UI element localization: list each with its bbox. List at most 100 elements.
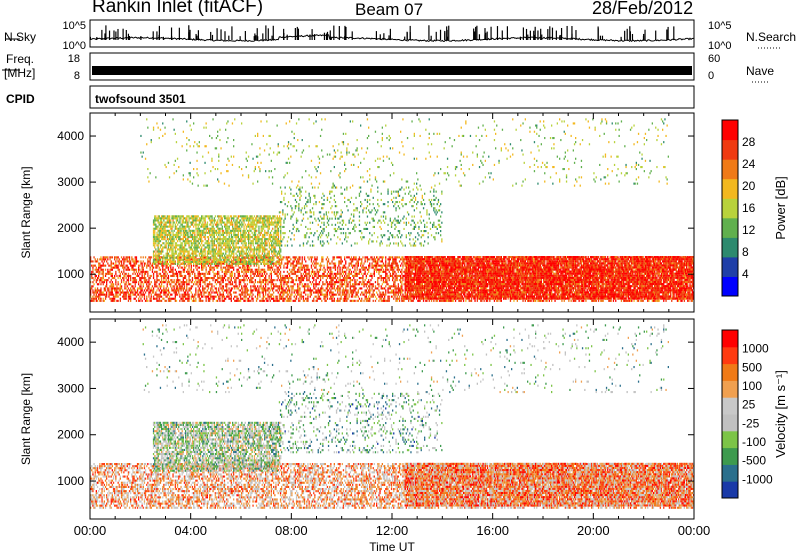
power-panel-cell bbox=[200, 294, 201, 296]
power-panel-cell bbox=[244, 267, 245, 269]
power-panel-cell bbox=[368, 271, 369, 273]
power-panel-cell bbox=[209, 271, 210, 273]
power-panel-cell bbox=[343, 294, 344, 296]
power-panel-cell bbox=[294, 292, 295, 294]
power-panel-cell bbox=[227, 289, 228, 291]
power-panel-cell bbox=[111, 279, 112, 281]
power-panel-cell bbox=[187, 294, 188, 296]
power-panel-cell bbox=[214, 267, 215, 269]
power-panel-cell bbox=[96, 298, 97, 300]
power-panel-cell bbox=[267, 294, 268, 296]
power-panel-cell bbox=[331, 281, 332, 283]
power-panel-cell bbox=[294, 265, 295, 267]
power-panel-cell bbox=[98, 267, 99, 269]
power-panel-cell bbox=[357, 265, 358, 267]
power-panel-cell bbox=[327, 256, 328, 258]
power-panel-cell bbox=[252, 271, 253, 273]
power-panel-cell bbox=[247, 269, 248, 271]
power-panel-cell bbox=[106, 260, 107, 262]
power-panel-cell bbox=[160, 294, 161, 296]
power-panel-cell bbox=[138, 298, 139, 300]
power-panel-cell bbox=[244, 298, 245, 300]
power-panel-cell bbox=[167, 281, 168, 283]
power-panel-cell bbox=[97, 260, 98, 262]
power-panel-cell bbox=[156, 279, 157, 281]
power-panel-cell bbox=[289, 256, 290, 258]
power-panel-cell bbox=[289, 287, 290, 289]
power-panel-cell bbox=[351, 285, 352, 287]
power-panel-cell bbox=[252, 281, 253, 283]
power-panel-cell bbox=[360, 269, 361, 271]
power-panel-cell bbox=[139, 296, 140, 298]
power-panel-cell bbox=[318, 294, 319, 296]
power-panel-cell bbox=[314, 287, 315, 289]
power-panel-cell bbox=[255, 279, 256, 281]
power-panel-cell bbox=[104, 289, 105, 291]
power-panel-cell bbox=[218, 296, 219, 298]
power-panel-cell bbox=[346, 283, 347, 285]
power-panel-cell bbox=[96, 281, 97, 283]
power-panel-cell bbox=[226, 269, 227, 271]
power-panel-cell bbox=[120, 298, 121, 300]
power-panel-cell bbox=[366, 296, 367, 298]
power-panel-cell bbox=[107, 269, 108, 271]
power-panel-cell bbox=[150, 277, 151, 279]
power-panel-cell bbox=[124, 275, 125, 277]
power-panel-cell bbox=[210, 277, 211, 279]
power-panel-cell bbox=[111, 260, 112, 262]
power-panel-cell bbox=[153, 292, 154, 294]
power-panel-cell bbox=[281, 289, 282, 291]
power-panel-cell bbox=[168, 289, 169, 291]
power-panel-cell bbox=[174, 275, 175, 277]
power-panel-cell bbox=[116, 258, 117, 260]
power-panel-cell bbox=[116, 294, 117, 296]
power-panel-cell bbox=[345, 271, 346, 273]
power-panel-cell bbox=[321, 265, 322, 267]
power-panel-cell bbox=[442, 300, 443, 302]
power-panel-cell bbox=[349, 273, 350, 275]
power-panel-cell bbox=[250, 273, 251, 275]
power-panel-cell bbox=[353, 275, 354, 277]
power-panel-cell bbox=[219, 298, 220, 300]
power-panel-cell bbox=[275, 283, 276, 285]
power-panel-cell bbox=[333, 263, 334, 265]
power-panel-cell bbox=[440, 300, 441, 302]
power-panel-cell bbox=[299, 263, 300, 265]
power-panel-cell bbox=[128, 287, 129, 289]
power-panel-cell bbox=[369, 300, 370, 302]
power-panel-cell bbox=[231, 298, 232, 300]
power-panel-cell bbox=[251, 279, 252, 281]
power-panel-cell bbox=[146, 298, 147, 300]
power-panel-cell bbox=[390, 267, 391, 269]
power-panel-cell bbox=[325, 283, 326, 285]
power-panel-cell bbox=[361, 267, 362, 269]
power-panel-cell bbox=[179, 294, 180, 296]
power-panel-cell bbox=[309, 273, 310, 275]
power-panel-cell bbox=[287, 258, 288, 260]
power-panel-cell bbox=[159, 289, 160, 291]
power-panel-cell bbox=[535, 300, 536, 302]
power-panel-cell bbox=[211, 283, 212, 285]
power-panel-cell bbox=[305, 294, 306, 296]
power-panel-cell bbox=[185, 281, 186, 283]
power-panel-cell bbox=[371, 258, 372, 260]
power-panel-cell bbox=[395, 277, 396, 279]
power-panel-cell bbox=[313, 285, 314, 287]
power-panel-cell bbox=[212, 289, 213, 291]
power-panel-cell bbox=[354, 267, 355, 269]
power-panel-cell bbox=[383, 287, 384, 289]
power-panel-cell bbox=[310, 292, 311, 294]
power-panel-cell bbox=[322, 294, 323, 296]
power-panel-cell bbox=[318, 289, 319, 291]
power-panel-cell bbox=[349, 263, 350, 265]
power-panel-cell bbox=[151, 281, 152, 283]
power-panel-cell bbox=[317, 258, 318, 260]
power-panel-cell bbox=[377, 277, 378, 279]
power-panel-cell bbox=[278, 287, 279, 289]
power-panel-cell bbox=[179, 300, 180, 302]
power-panel-cell bbox=[222, 298, 223, 300]
power-panel-cell bbox=[214, 292, 215, 294]
power-panel-cell bbox=[138, 265, 139, 267]
power-panel-cell bbox=[293, 287, 294, 289]
power-panel-cell bbox=[278, 269, 279, 271]
